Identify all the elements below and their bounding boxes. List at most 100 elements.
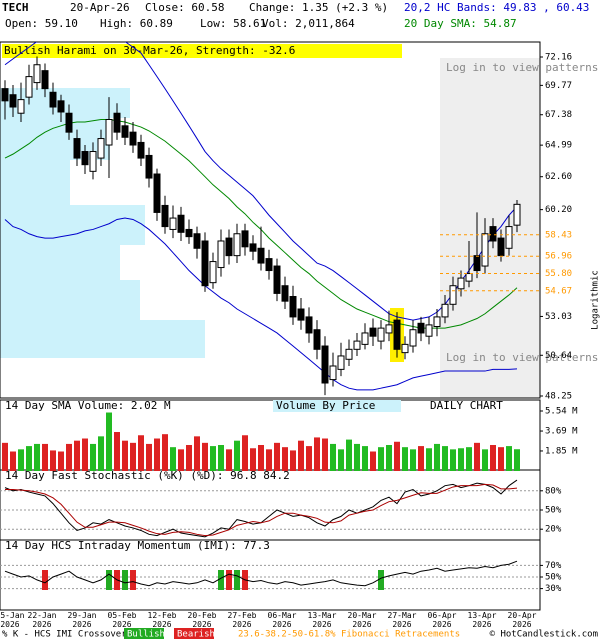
- volume-bar: [34, 443, 40, 471]
- candle-body: [489, 226, 497, 242]
- footer-fibonacci: 23.6-38.2-50-61.8% Fibonacci Retracement…: [238, 630, 460, 640]
- volume-by-price: [0, 88, 205, 358]
- symbol: TECH: [2, 1, 29, 14]
- footer-copyright: © HotCandlestick.com: [490, 630, 598, 640]
- y-tick-label: 48.25: [545, 392, 572, 402]
- volume-bar: [218, 445, 224, 471]
- line: [5, 483, 518, 537]
- candle-body: [73, 138, 81, 159]
- x-tick-label: 13-Apr 2026: [467, 611, 497, 629]
- volume-bar: [242, 435, 248, 471]
- y-tick-label: 50%: [545, 573, 562, 583]
- close: Close: 60.58: [145, 1, 224, 14]
- y-tick-label: 53.03: [545, 312, 572, 322]
- volume-bar: [466, 447, 472, 471]
- line: [4, 217, 518, 391]
- volume-bar: [258, 445, 264, 471]
- candle-body: [89, 151, 97, 172]
- candle-body: [281, 285, 289, 302]
- candle-body: [225, 237, 233, 257]
- candle-body: [33, 64, 41, 84]
- volume-bar: [498, 447, 504, 471]
- volume-bar: [290, 450, 296, 471]
- volume-bar: [122, 440, 128, 471]
- bullish-box: [124, 628, 164, 639]
- candle-body: [9, 94, 17, 108]
- candle-body: [313, 329, 321, 350]
- candle-body: [137, 141, 145, 159]
- y-tick-label: 50%: [545, 506, 562, 516]
- candle-body: [1, 88, 9, 102]
- fib-label: 56.96: [545, 252, 572, 262]
- volume-bar: [402, 447, 408, 471]
- volume-bar: [194, 436, 200, 471]
- candle-body: [393, 319, 401, 350]
- candle-body: [169, 217, 177, 230]
- volume-bar: [58, 451, 64, 471]
- x-tick-label: 27-Mar 2026: [387, 611, 417, 629]
- volume-bar: [74, 440, 80, 471]
- candle-body: [161, 204, 169, 228]
- volume-bar: [362, 446, 368, 471]
- candle-body: [481, 233, 489, 267]
- volume-bar: [458, 448, 464, 471]
- volume-bar: [250, 448, 256, 471]
- bullish-marker: [122, 570, 128, 590]
- x-tick-label: 06-Apr 2026: [427, 611, 457, 629]
- candle-body: [353, 340, 361, 350]
- volume-bar: [90, 443, 96, 471]
- volume-bar: [354, 443, 360, 471]
- volume-bar: [146, 443, 152, 471]
- imi-title: 14 Day HCS Intraday Momentum (IMI): 77.3: [5, 539, 270, 552]
- imi-frame: [0, 539, 541, 611]
- annotation-box: [2, 44, 402, 58]
- volume-bar: [442, 446, 448, 471]
- x-tick-label: 13-Mar 2026: [307, 611, 337, 629]
- volume-bar: [234, 440, 240, 471]
- volume-bar: [18, 449, 24, 471]
- volume-bar: [450, 449, 456, 471]
- sma: 20 Day SMA: 54.87: [404, 17, 517, 30]
- candle-body: [321, 345, 329, 384]
- y-tick-label: 5.54 M: [545, 407, 578, 417]
- y-tick-label: 60.20: [545, 205, 572, 215]
- fib-label: 54.67: [545, 286, 572, 296]
- volume-bar: [226, 449, 232, 471]
- candle-body: [233, 233, 241, 257]
- volume-bar: [330, 443, 336, 471]
- footer-bearish: Bearish: [177, 630, 215, 640]
- x-tick-label: 20-Mar 2026: [347, 611, 377, 629]
- candle-body: [193, 233, 201, 249]
- footer-bullish: Bullish: [127, 630, 165, 640]
- candle-body: [129, 131, 137, 146]
- candle-body: [185, 228, 193, 238]
- volume-bar: [106, 412, 112, 471]
- candle-body: [25, 76, 33, 98]
- volume-bar: [298, 440, 304, 471]
- volume-title: 14 Day SMA Volume: 2.02 M: [5, 399, 171, 412]
- fib-label: 55.80: [545, 269, 572, 279]
- locked-note: Log in to view patterns in this area: [446, 351, 600, 364]
- volume-bar: [506, 446, 512, 471]
- volume-bar: [482, 449, 488, 471]
- volume-bar: [82, 438, 88, 471]
- volume-bar: [154, 438, 160, 471]
- volume-bar: [50, 450, 56, 471]
- candle-body: [401, 343, 409, 354]
- price-plot: [1, 42, 521, 396]
- candle-body: [201, 240, 209, 287]
- candle-body: [449, 285, 457, 305]
- volume-bar: [26, 446, 32, 471]
- x-tick-label: 29-Jan 2026: [67, 611, 97, 629]
- change: Change: 1.35 (+2.3 %): [249, 1, 388, 14]
- volume-bar: [434, 443, 440, 471]
- candle-body: [337, 355, 345, 370]
- low: Low: 58.61: [200, 17, 266, 30]
- bullish-marker: [234, 570, 240, 590]
- bearish-marker: [226, 570, 232, 590]
- candle-body: [369, 327, 377, 337]
- y-tick-label: 80%: [545, 486, 562, 496]
- volume-bar: [98, 436, 104, 471]
- candle-body: [297, 308, 305, 321]
